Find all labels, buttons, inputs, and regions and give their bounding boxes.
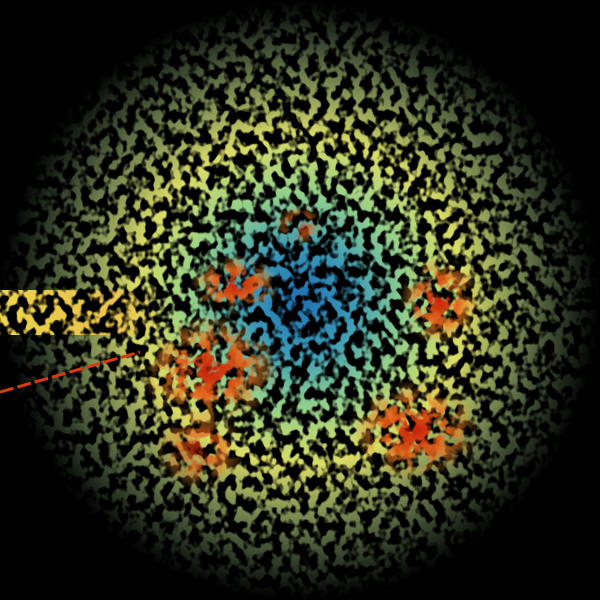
echo-line (0, 350, 141, 394)
radar-center (295, 295, 303, 303)
hot-cell (190, 255, 280, 315)
hot-cell (155, 410, 245, 490)
hot-cell (350, 380, 480, 480)
hot-echoes (140, 205, 480, 490)
echo-streak (0, 290, 170, 335)
hot-cell (275, 205, 325, 245)
hot-cell (140, 315, 280, 425)
hot-cell (400, 255, 480, 345)
